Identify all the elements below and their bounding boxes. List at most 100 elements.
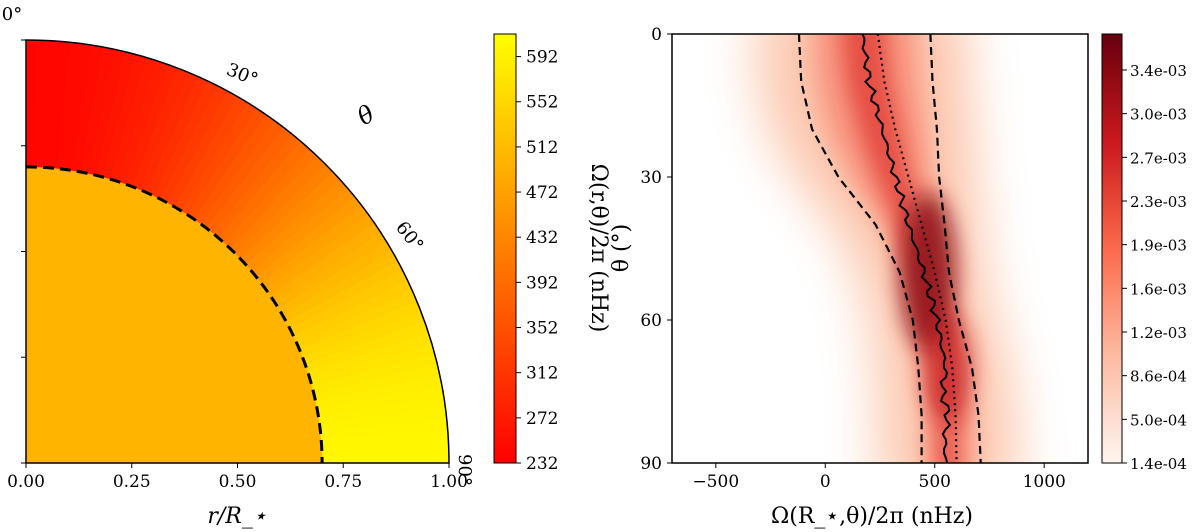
envelope-slice — [315, 385, 446, 418]
density-colorbar: 1.4e-04 5.0e-04 8.6e-04 1.2e-03 1.6e-03 1.9e-… — [1101, 33, 1187, 473]
envelope-slice — [305, 331, 434, 380]
colorbar-tick-label: 472 — [526, 183, 558, 203]
envelope-slice — [268, 222, 383, 304]
envelope-slice — [280, 250, 400, 324]
envelope-slice — [311, 363, 442, 403]
core-region — [26, 166, 323, 463]
envelope-slice — [49, 40, 71, 171]
envelope-slice — [300, 310, 427, 366]
plot-frame — [671, 33, 1089, 464]
envelope-slice — [263, 213, 377, 297]
envelope-slice — [222, 147, 319, 250]
colorbar-tick-label: 1.6e-03 — [1130, 280, 1187, 298]
colorbar-tick-label: 2.3e-03 — [1130, 193, 1187, 211]
envelope-slice — [294, 290, 419, 351]
colorbar-tick-label: 232 — [526, 454, 558, 474]
colorbar-tick-label: 3.4e-03 — [1130, 62, 1187, 80]
envelope-slice — [288, 270, 410, 337]
envelope-slice — [318, 418, 449, 441]
envelope-slice — [64, 41, 94, 173]
y-tick-label: 30 — [640, 168, 662, 188]
envelope-slice — [159, 84, 230, 205]
envelope-slice — [291, 280, 415, 344]
envelope-slice — [166, 89, 239, 209]
envelope-slice — [320, 451, 449, 463]
x-tick-label: −500 — [692, 472, 739, 492]
density-colorbar-ticks: 1.4e-04 5.0e-04 8.6e-04 1.2e-03 1.6e-03 1.9e-… — [1122, 62, 1187, 473]
envelope-slice — [102, 52, 148, 182]
colorbar-tick-label: 592 — [526, 48, 558, 68]
density-colorbar-gradient — [1101, 33, 1123, 464]
envelope-slice — [33, 40, 49, 170]
envelope-slice — [41, 40, 60, 170]
angle-tick-label: 0° — [2, 4, 22, 25]
angle-tick-label: 90° — [454, 454, 475, 486]
density-peak — [900, 192, 957, 353]
x-tick-label: 500 — [919, 472, 951, 492]
colorbar-tick-label: 5.0e-04 — [1130, 411, 1187, 429]
envelope-slice — [284, 260, 405, 330]
colorbar-tick-label: 1.2e-03 — [1130, 324, 1187, 342]
envelope-slice — [173, 94, 249, 213]
x-tick-label: 0 — [820, 472, 831, 492]
envelope-slice — [228, 154, 327, 256]
angle-tick-label: 60° — [391, 218, 427, 256]
envelope-slice — [94, 49, 137, 180]
colorbar-tick-label: 2.7e-03 — [1130, 149, 1187, 167]
rotation-colorbar: 232 272 312 352 392 432 472 512 552 592 Ω(r,θ)/2π… — [493, 33, 611, 474]
envelope-slice — [138, 70, 200, 195]
envelope-slice — [131, 66, 190, 192]
rotation-colorbar-gradient — [493, 33, 517, 464]
envelope-slice — [244, 178, 350, 273]
envelope-slice — [145, 74, 210, 198]
envelope-slice — [272, 231, 389, 310]
y-tick-label: 90 — [640, 454, 662, 474]
envelope-slice — [303, 321, 431, 373]
colorbar-tick-label: 1.9e-03 — [1130, 237, 1187, 255]
y-tick-label: 60 — [640, 311, 662, 331]
envelope-slice — [317, 407, 449, 433]
series-upper-line — [929, 34, 982, 463]
envelope-slice — [116, 58, 169, 186]
posterior-density-panel: −500 0 500 1000 0 30 60 90 Ω(R_⋆,θ)/2π (nHz) θ… — [609, 25, 1089, 529]
colorbar-tick-label: 1.4e-04 — [1130, 455, 1187, 473]
envelope-slice — [319, 440, 449, 456]
x-axis-label: r/R_⋆ — [207, 504, 266, 529]
envelope-slice — [254, 195, 364, 285]
y-tick-label: 0 — [651, 25, 662, 45]
x-tick-label: 0.25 — [113, 472, 151, 492]
envelope-slice — [239, 170, 343, 267]
core-boundary-line — [25, 165, 324, 464]
colorbar-tick-label: 352 — [526, 319, 558, 339]
y-axis-label: θ (°) — [609, 224, 634, 272]
envelope-slice — [217, 139, 311, 245]
envelope-slice — [259, 204, 371, 291]
envelope-slice — [313, 374, 444, 410]
rotation-profile-lines — [797, 34, 982, 463]
colorbar-tick-label: 8.6e-04 — [1130, 368, 1187, 386]
envelope-slice — [310, 353, 440, 395]
y-axis-ticks: 0 30 60 90 — [640, 25, 672, 474]
colorbar-tick-label: 432 — [526, 228, 558, 248]
series-median-line — [861, 34, 952, 463]
envelope-slice — [186, 106, 268, 221]
envelope-slice — [319, 429, 449, 448]
x-axis-ticks: −500 0 500 1000 — [692, 463, 1066, 492]
envelope-slice — [56, 40, 83, 172]
rotation-field — [26, 40, 449, 463]
x-tick-label: 1.00 — [430, 472, 468, 492]
envelope-slice — [152, 79, 220, 202]
envelope-slice — [297, 300, 423, 358]
rotation-colorbar-ticks: 232 272 312 352 392 432 472 512 552 592 — [516, 48, 558, 474]
envelope-slice — [109, 55, 158, 184]
envelope-slice — [307, 342, 437, 388]
density-core-band — [840, 34, 959, 463]
x-tick-label: 0.75 — [324, 472, 362, 492]
colorbar-tick-label: 512 — [526, 138, 558, 158]
x-tick-label: 0.50 — [219, 472, 257, 492]
envelope-slice — [79, 45, 115, 176]
envelope-slice — [205, 125, 294, 235]
angle-tick-label: 30° — [223, 59, 260, 90]
envelope-slice — [233, 162, 335, 261]
envelope-slice — [249, 186, 357, 279]
